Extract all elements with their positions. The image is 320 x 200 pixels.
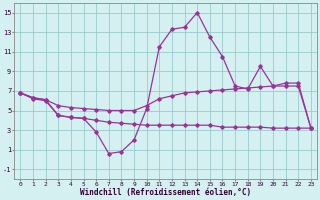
X-axis label: Windchill (Refroidissement éolien,°C): Windchill (Refroidissement éolien,°C)	[80, 188, 251, 197]
